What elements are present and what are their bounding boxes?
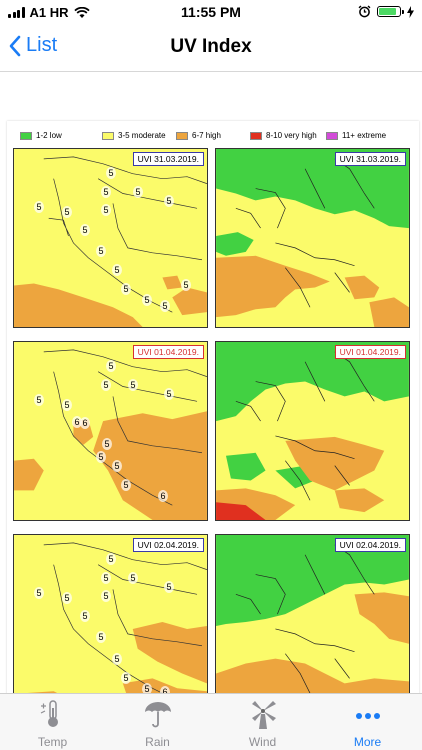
uv-value: 5 <box>142 683 152 693</box>
uv-value: 5 <box>62 206 72 218</box>
tab-more[interactable]: More <box>315 694 420 750</box>
uv-value: 5 <box>106 360 116 372</box>
uv-value: 6 <box>158 490 168 502</box>
europe-map-graphic <box>216 149 409 327</box>
tab-label: Temp <box>37 735 68 749</box>
tab-wind[interactable]: Wind <box>210 694 315 750</box>
windmill-icon <box>251 701 276 729</box>
uv-value: 5 <box>62 399 72 411</box>
uv-value: 5 <box>106 167 116 179</box>
tab-rain[interactable]: Rain <box>105 694 210 750</box>
status-right <box>358 5 414 18</box>
tab-label: Wind <box>248 735 277 749</box>
uv-value: 5 <box>112 264 122 276</box>
uv-value: 5 <box>112 460 122 472</box>
status-bar: A1 HR 11:55 PM <box>0 0 422 24</box>
croatia-uv-map[interactable]: UVI 01.04.2019. 5 5 5 5 5 5 6 5 5 6 5 5 … <box>13 341 208 521</box>
europe-map-graphic <box>216 342 409 520</box>
uv-value: 5 <box>80 610 90 622</box>
tab-temp[interactable]: Temp <box>0 694 105 750</box>
legend-swatch <box>326 131 338 140</box>
uv-value: 5 <box>142 294 152 306</box>
uv-value: 5 <box>164 388 174 400</box>
uv-value: 5 <box>164 581 174 593</box>
uv-value: 5 <box>34 587 44 599</box>
uv-value: 5 <box>80 224 90 236</box>
uv-value: 6 <box>160 686 170 693</box>
uv-value: 5 <box>101 590 111 602</box>
alarm-icon <box>358 5 371 18</box>
legend-item: 3-5 moderate <box>102 131 166 140</box>
uv-value: 5 <box>96 631 106 643</box>
uv-value: 6 <box>80 417 90 429</box>
legend-item: 11+ extreme <box>326 131 386 140</box>
uv-value: 5 <box>102 438 112 450</box>
uv-value: 5 <box>96 451 106 463</box>
carrier-label: A1 HR <box>29 5 69 20</box>
legend-item: 6-7 high <box>176 131 221 140</box>
uv-value: 5 <box>101 204 111 216</box>
uv-value: 5 <box>121 283 131 295</box>
charging-bolt-icon <box>407 5 414 18</box>
uv-value: 5 <box>121 672 131 684</box>
uv-value: 5 <box>106 553 116 565</box>
uv-value: 5 <box>121 479 131 491</box>
europe-uv-map[interactable]: UVI 31.03.2019. <box>215 148 410 328</box>
uv-value: 5 <box>101 379 111 391</box>
status-time: 11:55 PM <box>181 4 241 20</box>
croatia-uv-map[interactable]: UVI 31.03.2019. 5 5 5 5 5 5 5 5 5 5 5 5 … <box>13 148 208 328</box>
uv-value: 5 <box>34 201 44 213</box>
map-date-label: UVI 31.03.2019. <box>334 152 406 166</box>
legend-swatch <box>20 131 32 140</box>
thermometer-icon <box>40 700 58 727</box>
europe-map-graphic <box>216 535 409 693</box>
legend-swatch <box>102 131 114 140</box>
uv-content[interactable]: 1-2 low 3-5 moderate 6-7 high 8-10 very … <box>0 73 422 693</box>
uv-value: 5 <box>160 300 170 312</box>
status-left: A1 HR <box>8 5 90 20</box>
map-date-label: UVI 31.03.2019. <box>132 152 204 166</box>
map-date-label: UVI 02.04.2019. <box>132 538 204 552</box>
uv-value: 5 <box>101 186 111 198</box>
europe-uv-map[interactable]: UVI 01.04.2019. <box>215 341 410 521</box>
uv-value: 5 <box>128 572 138 584</box>
map-date-label: UVI 02.04.2019. <box>334 538 406 552</box>
europe-uv-map[interactable]: UVI 02.04.2019. <box>215 534 410 693</box>
uv-value: 5 <box>181 279 191 291</box>
uv-value: 5 <box>34 394 44 406</box>
uv-value: 5 <box>128 379 138 391</box>
map-date-label: UVI 01.04.2019. <box>334 345 406 359</box>
battery-icon <box>377 6 404 17</box>
uv-value: 5 <box>133 186 143 198</box>
back-button[interactable]: List <box>8 34 57 57</box>
tab-bar: Temp Rain Wind More <box>0 693 422 750</box>
uv-value: 6 <box>72 416 82 428</box>
uv-value: 5 <box>96 245 106 257</box>
wifi-icon <box>73 6 90 18</box>
ellipsis-icon <box>355 713 380 719</box>
chevron-left-icon <box>9 35 21 56</box>
legend-swatch <box>176 131 188 140</box>
page-title: UV Index <box>170 36 252 57</box>
croatia-uv-map[interactable]: UVI 02.04.2019. 5 5 5 5 5 5 5 5 5 5 5 5 … <box>13 534 208 693</box>
uv-value: 5 <box>164 195 174 207</box>
uv-legend: 1-2 low 3-5 moderate 6-7 high 8-10 very … <box>18 129 398 145</box>
uv-value: 5 <box>112 653 122 665</box>
umbrella-icon <box>144 702 171 728</box>
back-label: List <box>26 34 58 56</box>
map-date-label: UVI 01.04.2019. <box>132 345 204 359</box>
tab-label: More <box>353 735 382 749</box>
legend-item: 1-2 low <box>20 131 62 140</box>
signal-icon <box>8 7 25 18</box>
uv-value: 5 <box>62 592 72 604</box>
navigation-bar: List UV Index <box>0 24 422 72</box>
legend-swatch <box>250 131 262 140</box>
uv-value: 5 <box>101 572 111 584</box>
legend-item: 8-10 very high <box>250 131 317 140</box>
tab-label: Rain <box>145 735 170 749</box>
